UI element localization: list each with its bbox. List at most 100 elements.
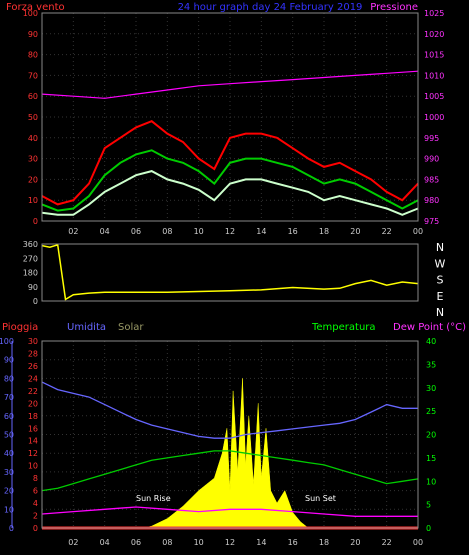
series-solar xyxy=(143,378,310,529)
pressure-y-tick: 995 xyxy=(424,134,439,143)
bottom-x-tick: 10 xyxy=(194,538,204,547)
rain-y-tick: 2 xyxy=(33,512,38,521)
wind-x-tick: 02 xyxy=(68,227,78,236)
compass-label: S xyxy=(437,274,444,287)
series-raffica-media xyxy=(41,149,419,212)
direction-y-tick: 0 xyxy=(33,297,38,306)
humidity-y-tick: 40 xyxy=(4,449,14,458)
sunset-annotation: Sun Set xyxy=(305,494,336,503)
solar-label: Solar xyxy=(118,322,144,333)
compass-label: W xyxy=(435,257,446,270)
direction-y-tick: 90 xyxy=(28,283,38,292)
series-pressione xyxy=(41,70,419,99)
humidity-y-tick: 100 xyxy=(0,337,14,346)
bottom-x-tick: 22 xyxy=(382,538,392,547)
wind-y-tick: 50 xyxy=(28,113,38,122)
direction-y-tick: 180 xyxy=(23,269,38,278)
wind-y-tick: 0 xyxy=(33,217,38,226)
temperature-y-tick: 5 xyxy=(426,501,431,510)
series-forza-vento xyxy=(41,120,419,206)
pressure-y-tick: 975 xyxy=(424,217,439,226)
rain-y-tick: 30 xyxy=(28,337,38,346)
wind-y-tick: 10 xyxy=(28,196,38,205)
bottom-x-tick: 02 xyxy=(68,538,78,547)
text-layer: Forza vento 24 hour graph day 24 Februar… xyxy=(0,2,466,547)
rain-y-tick: 24 xyxy=(28,374,38,383)
rain-y-tick: 28 xyxy=(28,349,38,358)
wind-y-tick: 20 xyxy=(28,175,38,184)
wind-x-tick: 04 xyxy=(100,227,110,236)
bottom-x-tick: 18 xyxy=(319,538,329,547)
rain-y-tick: 22 xyxy=(28,387,38,396)
rain-y-tick: 4 xyxy=(33,499,38,508)
series-direction xyxy=(41,243,419,301)
pressure-y-tick: 980 xyxy=(424,196,439,205)
wind-x-tick: 22 xyxy=(382,227,392,236)
rain-y-tick: 0 xyxy=(33,524,38,533)
wind-x-tick: 10 xyxy=(194,227,204,236)
chart-title: 24 hour graph day 24 February 2019 xyxy=(178,2,363,13)
humidity-label: Umidita xyxy=(67,322,106,333)
pressure-y-tick: 990 xyxy=(424,155,439,164)
humidity-y-tick: 30 xyxy=(4,468,14,477)
wind-y-tick: 70 xyxy=(28,71,38,80)
series-dew-point xyxy=(41,506,418,517)
sunrise-annotation: Sun Rise xyxy=(136,494,171,503)
compass-label: N xyxy=(436,306,444,319)
series-temperatura xyxy=(41,450,419,492)
temperature-y-tick: 35 xyxy=(426,360,436,369)
humidity-y-tick: 20 xyxy=(4,487,14,496)
wind-x-tick: 06 xyxy=(131,227,141,236)
series-layer xyxy=(41,70,419,530)
wind-x-tick: 14 xyxy=(256,227,266,236)
direction-y-tick: 360 xyxy=(23,240,38,249)
humidity-y-tick: 80 xyxy=(4,374,14,383)
wind-y-tick: 100 xyxy=(23,9,38,18)
humidity-y-tick: 50 xyxy=(4,431,14,440)
rain-y-tick: 20 xyxy=(28,399,38,408)
pressure-y-tick: 1020 xyxy=(424,30,444,39)
wind-x-tick: 12 xyxy=(225,227,235,236)
temperature-y-tick: 20 xyxy=(426,431,436,440)
wind-plot-frame xyxy=(41,12,419,222)
series-umidita xyxy=(41,381,418,439)
bottom-x-tick: 20 xyxy=(350,538,360,547)
wind-x-tick: 20 xyxy=(350,227,360,236)
rain-y-tick: 8 xyxy=(33,474,38,483)
wind-x-tick: 18 xyxy=(319,227,329,236)
temperature-y-tick: 30 xyxy=(426,384,436,393)
bottom-x-tick: 08 xyxy=(162,538,172,547)
pressure-axis-title: Pressione xyxy=(370,2,418,13)
rain-y-tick: 26 xyxy=(28,362,38,371)
bottom-x-tick: 00 xyxy=(413,538,423,547)
wind-y-tick: 30 xyxy=(28,155,38,164)
wind-x-tick: 00 xyxy=(413,227,423,236)
wind-x-tick: 16 xyxy=(288,227,298,236)
pressure-y-tick: 1010 xyxy=(424,71,444,80)
wind-y-tick: 80 xyxy=(28,51,38,60)
humidity-y-tick: 10 xyxy=(4,505,14,514)
direction-plot-frame xyxy=(41,243,419,302)
direction-y-tick: 270 xyxy=(23,254,38,263)
bottom-x-tick: 16 xyxy=(288,538,298,547)
rain-y-tick: 10 xyxy=(28,462,38,471)
humidity-y-tick: 0 xyxy=(9,524,14,533)
pressure-y-tick: 1015 xyxy=(424,51,444,60)
temperature-y-tick: 25 xyxy=(426,407,436,416)
bottom-x-tick: 06 xyxy=(131,538,141,547)
dewpoint-label: Dew Point (°C) xyxy=(393,322,466,333)
temperature-y-tick: 40 xyxy=(426,337,436,346)
bottom-plot-frame xyxy=(41,340,419,529)
wind-x-tick: 08 xyxy=(162,227,172,236)
pressure-y-tick: 1005 xyxy=(424,92,444,101)
bottom-x-tick: 12 xyxy=(225,538,235,547)
humidity-y-tick: 60 xyxy=(4,412,14,421)
compass-label: N xyxy=(436,241,444,254)
pressure-y-tick: 985 xyxy=(424,175,439,184)
humidity-y-tick: 90 xyxy=(4,356,14,365)
wind-axis-title: Forza vento xyxy=(6,2,65,13)
pressure-y-tick: 1000 xyxy=(424,113,444,122)
rain-y-tick: 6 xyxy=(33,487,38,496)
rain-y-tick: 18 xyxy=(28,412,38,421)
